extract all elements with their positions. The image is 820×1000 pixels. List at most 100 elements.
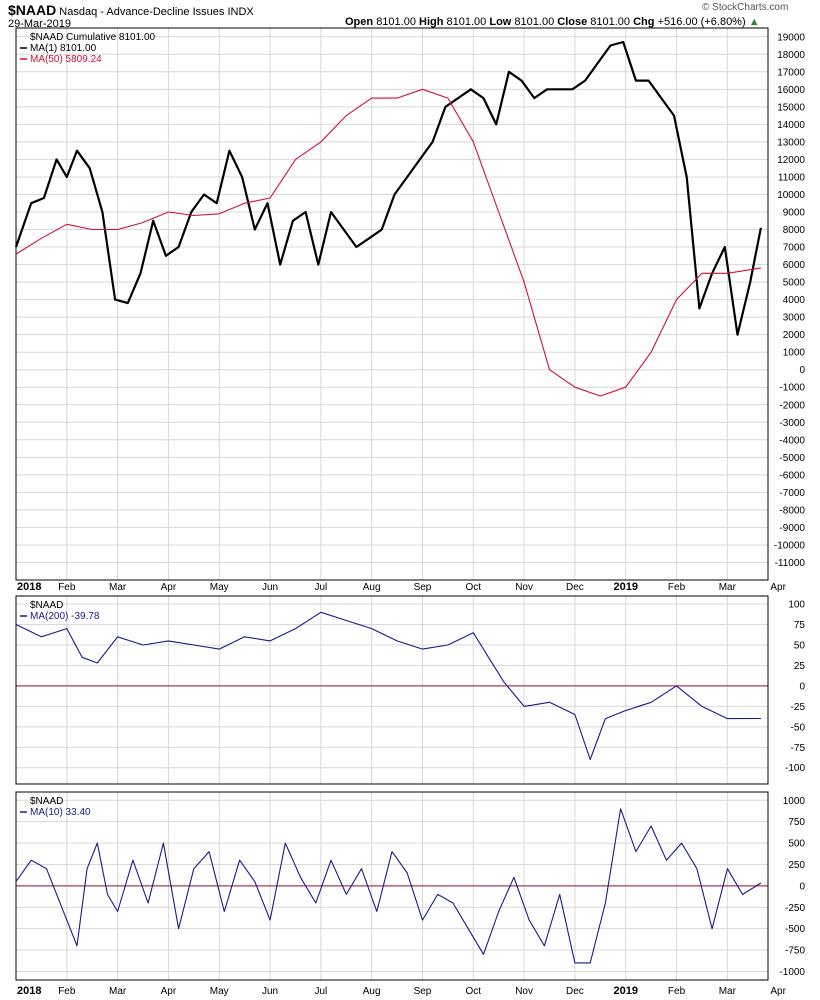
x-tick-label: Mar xyxy=(719,986,737,997)
chg-label: Chg xyxy=(633,16,655,28)
panel-osc2: 1000 750 500 250 0 -250 -500 -750 -1000 $NAADMA(1… xyxy=(15,791,806,981)
y-tick-label: 250 xyxy=(788,860,805,871)
panel-frame xyxy=(15,27,769,581)
y-tick-label: 25 xyxy=(794,661,806,672)
y-tick-label: 4000 xyxy=(783,295,806,306)
y-tick-label: 0 xyxy=(799,881,805,892)
series-line--naad-cumulative xyxy=(14,40,762,336)
x-tick-label: Aug xyxy=(363,582,381,593)
x-tick-label: Dec xyxy=(566,582,584,593)
y-tick-label: -500 xyxy=(785,924,805,935)
y-tick-label: 0 xyxy=(799,365,805,376)
y-tick-label: -7000 xyxy=(779,488,805,499)
x-tick-label: Feb xyxy=(668,986,686,997)
x-tick-label: Mar xyxy=(719,582,737,593)
y-tick-label: -750 xyxy=(785,946,805,957)
y-tick-label: 10000 xyxy=(777,190,805,201)
y-tick-label: 2000 xyxy=(783,330,806,341)
watermark: © StockCharts.com xyxy=(702,2,788,13)
legend-entry: $NAAD xyxy=(30,600,63,611)
x-tick-label: Oct xyxy=(466,986,482,997)
legend-entry: MA(50) 5809.24 xyxy=(30,54,102,65)
x-tick-label: Nov xyxy=(515,986,533,997)
y-tick-label: 7000 xyxy=(783,243,806,254)
y-tick-label: -250 xyxy=(785,903,805,914)
x-tick-label: 2019 xyxy=(613,581,637,593)
x-tick-label: Feb xyxy=(58,582,76,593)
exchange: INDX xyxy=(227,6,254,18)
y-tick-label: 0 xyxy=(799,681,805,692)
y-tick-label: 1000 xyxy=(783,796,806,807)
x-tick-label: Nov xyxy=(515,582,533,593)
legend-entry: MA(10) 33.40 xyxy=(30,807,91,818)
watermark-text: © StockCharts.com xyxy=(702,2,789,13)
y-tick-label: 50 xyxy=(794,641,806,652)
x-tick-label: Sep xyxy=(414,582,432,593)
close-value: 8101.00 xyxy=(590,16,631,28)
chg-value: +516.00 (+6.80%) xyxy=(657,16,746,28)
x-tick-label: Sep xyxy=(414,986,432,997)
y-tick-label: -6000 xyxy=(779,470,805,481)
x-tick-label: Aug xyxy=(363,986,381,997)
y-tick-label: 17000 xyxy=(777,67,805,78)
y-tick-label: 3000 xyxy=(783,313,806,324)
x-tick-label: 2018 xyxy=(17,581,41,593)
open-label: Open xyxy=(345,16,374,28)
y-tick-label: 19000 xyxy=(777,32,805,43)
x-tick-label: Mar xyxy=(109,986,127,997)
x-tick-label: Oct xyxy=(466,582,482,593)
y-tick-label: 11000 xyxy=(778,172,806,183)
legend-entry: $NAAD xyxy=(30,796,63,807)
panel-frame xyxy=(15,595,769,785)
series-line-ma-50- xyxy=(15,88,761,397)
y-tick-label: -8000 xyxy=(779,505,805,516)
legend-entry: MA(1) 8101.00 xyxy=(30,43,97,54)
x-tick-label: Apr xyxy=(161,986,177,997)
y-tick-label: -2000 xyxy=(779,400,805,411)
x-tick-label: Feb xyxy=(668,582,686,593)
series-line-ma-200- xyxy=(15,611,761,761)
x-tick-label: Jul xyxy=(314,582,327,593)
y-tick-label: -11000 xyxy=(775,558,806,569)
x-tick-label: Jun xyxy=(262,986,278,997)
symbol: $NAAD xyxy=(8,2,57,18)
y-tick-label: 8000 xyxy=(783,225,806,236)
y-tick-label: 1000 xyxy=(783,348,806,359)
y-tick-label: 6000 xyxy=(783,260,806,271)
y-tick-label: -5000 xyxy=(779,453,805,464)
x-tick-label: 2018 xyxy=(17,985,41,997)
y-tick-label: 16000 xyxy=(777,85,805,96)
y-tick-label: -100 xyxy=(785,763,805,774)
up-arrow-icon: ▲ xyxy=(748,16,760,28)
high-label: High xyxy=(419,16,444,28)
x-tick-label: 2019 xyxy=(613,985,637,997)
x-tick-label: Feb xyxy=(58,986,76,997)
low-label: Low xyxy=(489,16,512,28)
y-tick-label: 13000 xyxy=(777,137,805,148)
chart-header-left: $NAAD Nasdaq - Advance-Decline Issues IN… xyxy=(8,2,254,18)
y-tick-label: -10000 xyxy=(774,540,806,551)
x-tick-label: Mar xyxy=(109,582,127,593)
panel-main: 19000 18000 17000 16000 15000 14000 13000 12000… xyxy=(14,27,806,581)
y-tick-label: -1000 xyxy=(779,383,805,394)
x-tick-label: Jul xyxy=(314,986,327,997)
date: 29-Mar-2019 xyxy=(8,18,71,30)
x-tick-label: May xyxy=(210,986,229,997)
x-tick-label: Apr xyxy=(770,986,786,997)
y-tick-label: 100 xyxy=(788,600,805,611)
y-tick-label: -75 xyxy=(791,743,806,754)
open-value: 8101.00 xyxy=(376,16,416,28)
y-tick-label: -9000 xyxy=(779,523,805,534)
legend-entry: MA(200) -39.78 xyxy=(30,611,100,622)
low-value: 8101.00 xyxy=(514,16,555,28)
y-tick-label: -4000 xyxy=(779,435,805,446)
y-tick-label: 14000 xyxy=(777,120,805,131)
y-tick-label: 12000 xyxy=(777,155,805,166)
y-tick-label: -1000 xyxy=(779,967,805,978)
y-tick-label: 500 xyxy=(788,839,805,850)
x-tick-label: Apr xyxy=(770,582,786,593)
panel-frame xyxy=(15,791,769,981)
y-tick-label: 750 xyxy=(788,817,805,828)
